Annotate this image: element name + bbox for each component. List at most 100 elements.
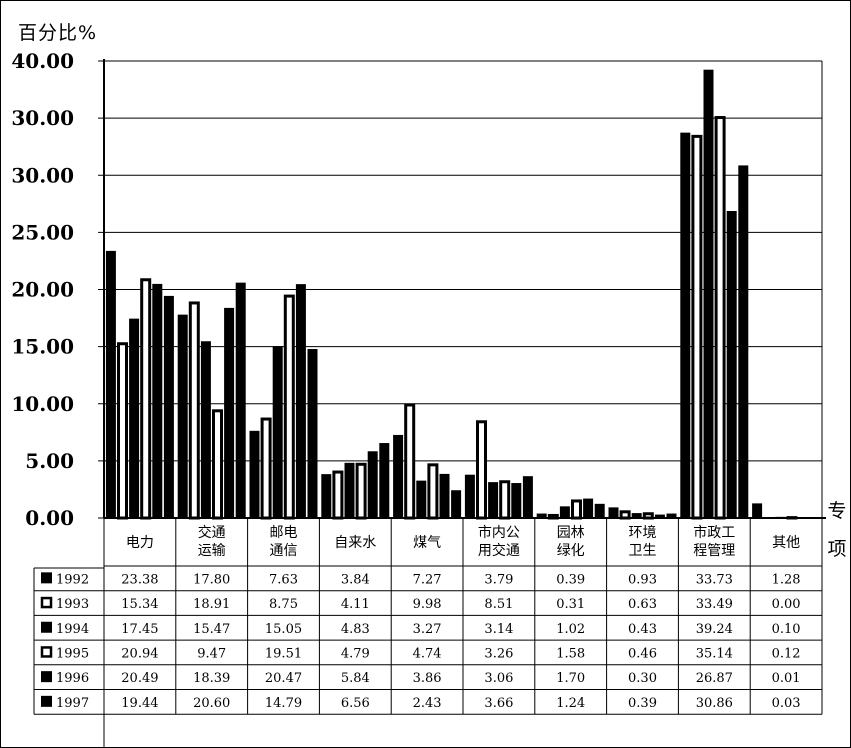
bar (188, 301, 200, 520)
table-cell: 0.00 (772, 597, 801, 612)
table-cell: 15.47 (193, 622, 230, 637)
bar (212, 409, 223, 520)
bar (738, 165, 749, 518)
bar (476, 420, 487, 520)
table-cell: 6.56 (341, 696, 370, 711)
bar (488, 482, 499, 518)
x-category-label: 卫生 (629, 543, 657, 559)
table-cell: 3.84 (341, 572, 370, 587)
bar (439, 473, 450, 518)
bar (332, 470, 344, 520)
y-tick-label: 25.00 (11, 220, 74, 244)
y-tick-label: 30.00 (11, 163, 74, 187)
bar (594, 503, 605, 518)
table-cell: 5.84 (341, 671, 370, 686)
x-category-label: 程管理 (693, 543, 735, 559)
bar (416, 480, 427, 518)
bar (714, 116, 726, 520)
x-category-label: 市内公 (478, 524, 520, 541)
bar (152, 283, 163, 518)
legend-label: 1992 (56, 572, 89, 587)
bar (393, 434, 404, 518)
bar (307, 349, 318, 518)
table-cell: 9.47 (197, 646, 226, 661)
table-cell: 17.45 (121, 622, 158, 637)
bar (404, 403, 416, 520)
y-tick-label: 5.00 (25, 449, 74, 473)
table-cell: 0.01 (772, 671, 801, 686)
table-cell: 3.79 (484, 572, 513, 587)
bar (631, 513, 642, 518)
table-cell: 0.46 (628, 646, 657, 661)
bar (559, 506, 570, 518)
bar (427, 463, 439, 520)
x-category-label: 运输 (198, 543, 226, 559)
table-cell: 4.79 (341, 646, 370, 661)
table-cell: 18.39 (193, 671, 230, 686)
x-category-label: 绿化 (557, 543, 585, 559)
bar (536, 513, 547, 518)
bar (666, 513, 677, 518)
bar (499, 480, 511, 520)
table-cell: 4.11 (341, 597, 370, 612)
table-cell: 33.73 (696, 572, 733, 587)
y-axis-title: 百分比% (18, 22, 98, 44)
x-axis-title-char: 专 (827, 500, 847, 522)
table-cell: 3.86 (413, 671, 442, 686)
legend-label: 1994 (56, 622, 89, 637)
table-cell: 1.24 (556, 696, 585, 711)
x-category-label: 通信 (270, 543, 298, 559)
table-cell: 15.05 (265, 622, 302, 637)
table-cell: 8.75 (269, 597, 298, 612)
table-cell: 8.51 (484, 597, 513, 612)
table-cell: 0.63 (628, 597, 657, 612)
x-category-label: 园林 (557, 525, 585, 541)
bar (680, 132, 691, 518)
table-cell: 20.49 (121, 671, 158, 686)
table-cell: 35.14 (696, 646, 733, 661)
table-cell: 0.39 (556, 572, 585, 587)
table-cell: 4.83 (341, 622, 370, 637)
x-category-label: 其他 (772, 535, 800, 551)
table-cell: 15.34 (121, 597, 158, 612)
bar (355, 462, 367, 520)
y-tick-label: 0.00 (25, 506, 74, 530)
table-cell: 2.43 (413, 696, 442, 711)
table-cell: 1.58 (556, 646, 585, 661)
table-cell: 0.30 (628, 671, 657, 686)
x-category-label: 电力 (126, 535, 154, 551)
y-tick-label: 15.00 (11, 335, 74, 359)
table-cell: 14.79 (265, 696, 302, 711)
table-cell: 3.06 (484, 671, 513, 686)
bar (321, 474, 332, 518)
legend-label: 1996 (56, 671, 89, 686)
table-cell: 39.24 (696, 622, 733, 637)
table-cell: 3.27 (413, 622, 442, 637)
y-tick-label: 10.00 (11, 392, 74, 416)
bar (522, 476, 533, 518)
table-cell: 20.60 (193, 696, 230, 711)
table-cell: 0.31 (556, 597, 585, 612)
table-cell: 0.43 (628, 622, 657, 637)
bar (344, 462, 355, 518)
bar (200, 341, 211, 518)
bar (163, 295, 174, 518)
bar (379, 443, 390, 518)
bar (367, 451, 378, 518)
bar (464, 474, 475, 518)
table-cell: 1.70 (556, 671, 585, 686)
table-cell: 20.94 (121, 646, 158, 661)
bar (726, 211, 737, 518)
table-cell: 0.12 (772, 646, 801, 661)
bar (451, 490, 462, 518)
table-cell: 7.63 (269, 572, 298, 587)
bar (691, 134, 703, 520)
table-cell: 23.38 (121, 572, 158, 587)
bar (295, 284, 306, 518)
table-cell: 3.14 (484, 622, 513, 637)
legend-label: 1993 (56, 597, 89, 612)
table-cell: 30.86 (696, 696, 733, 711)
bar (703, 69, 714, 519)
x-category-label: 环境 (629, 525, 657, 541)
